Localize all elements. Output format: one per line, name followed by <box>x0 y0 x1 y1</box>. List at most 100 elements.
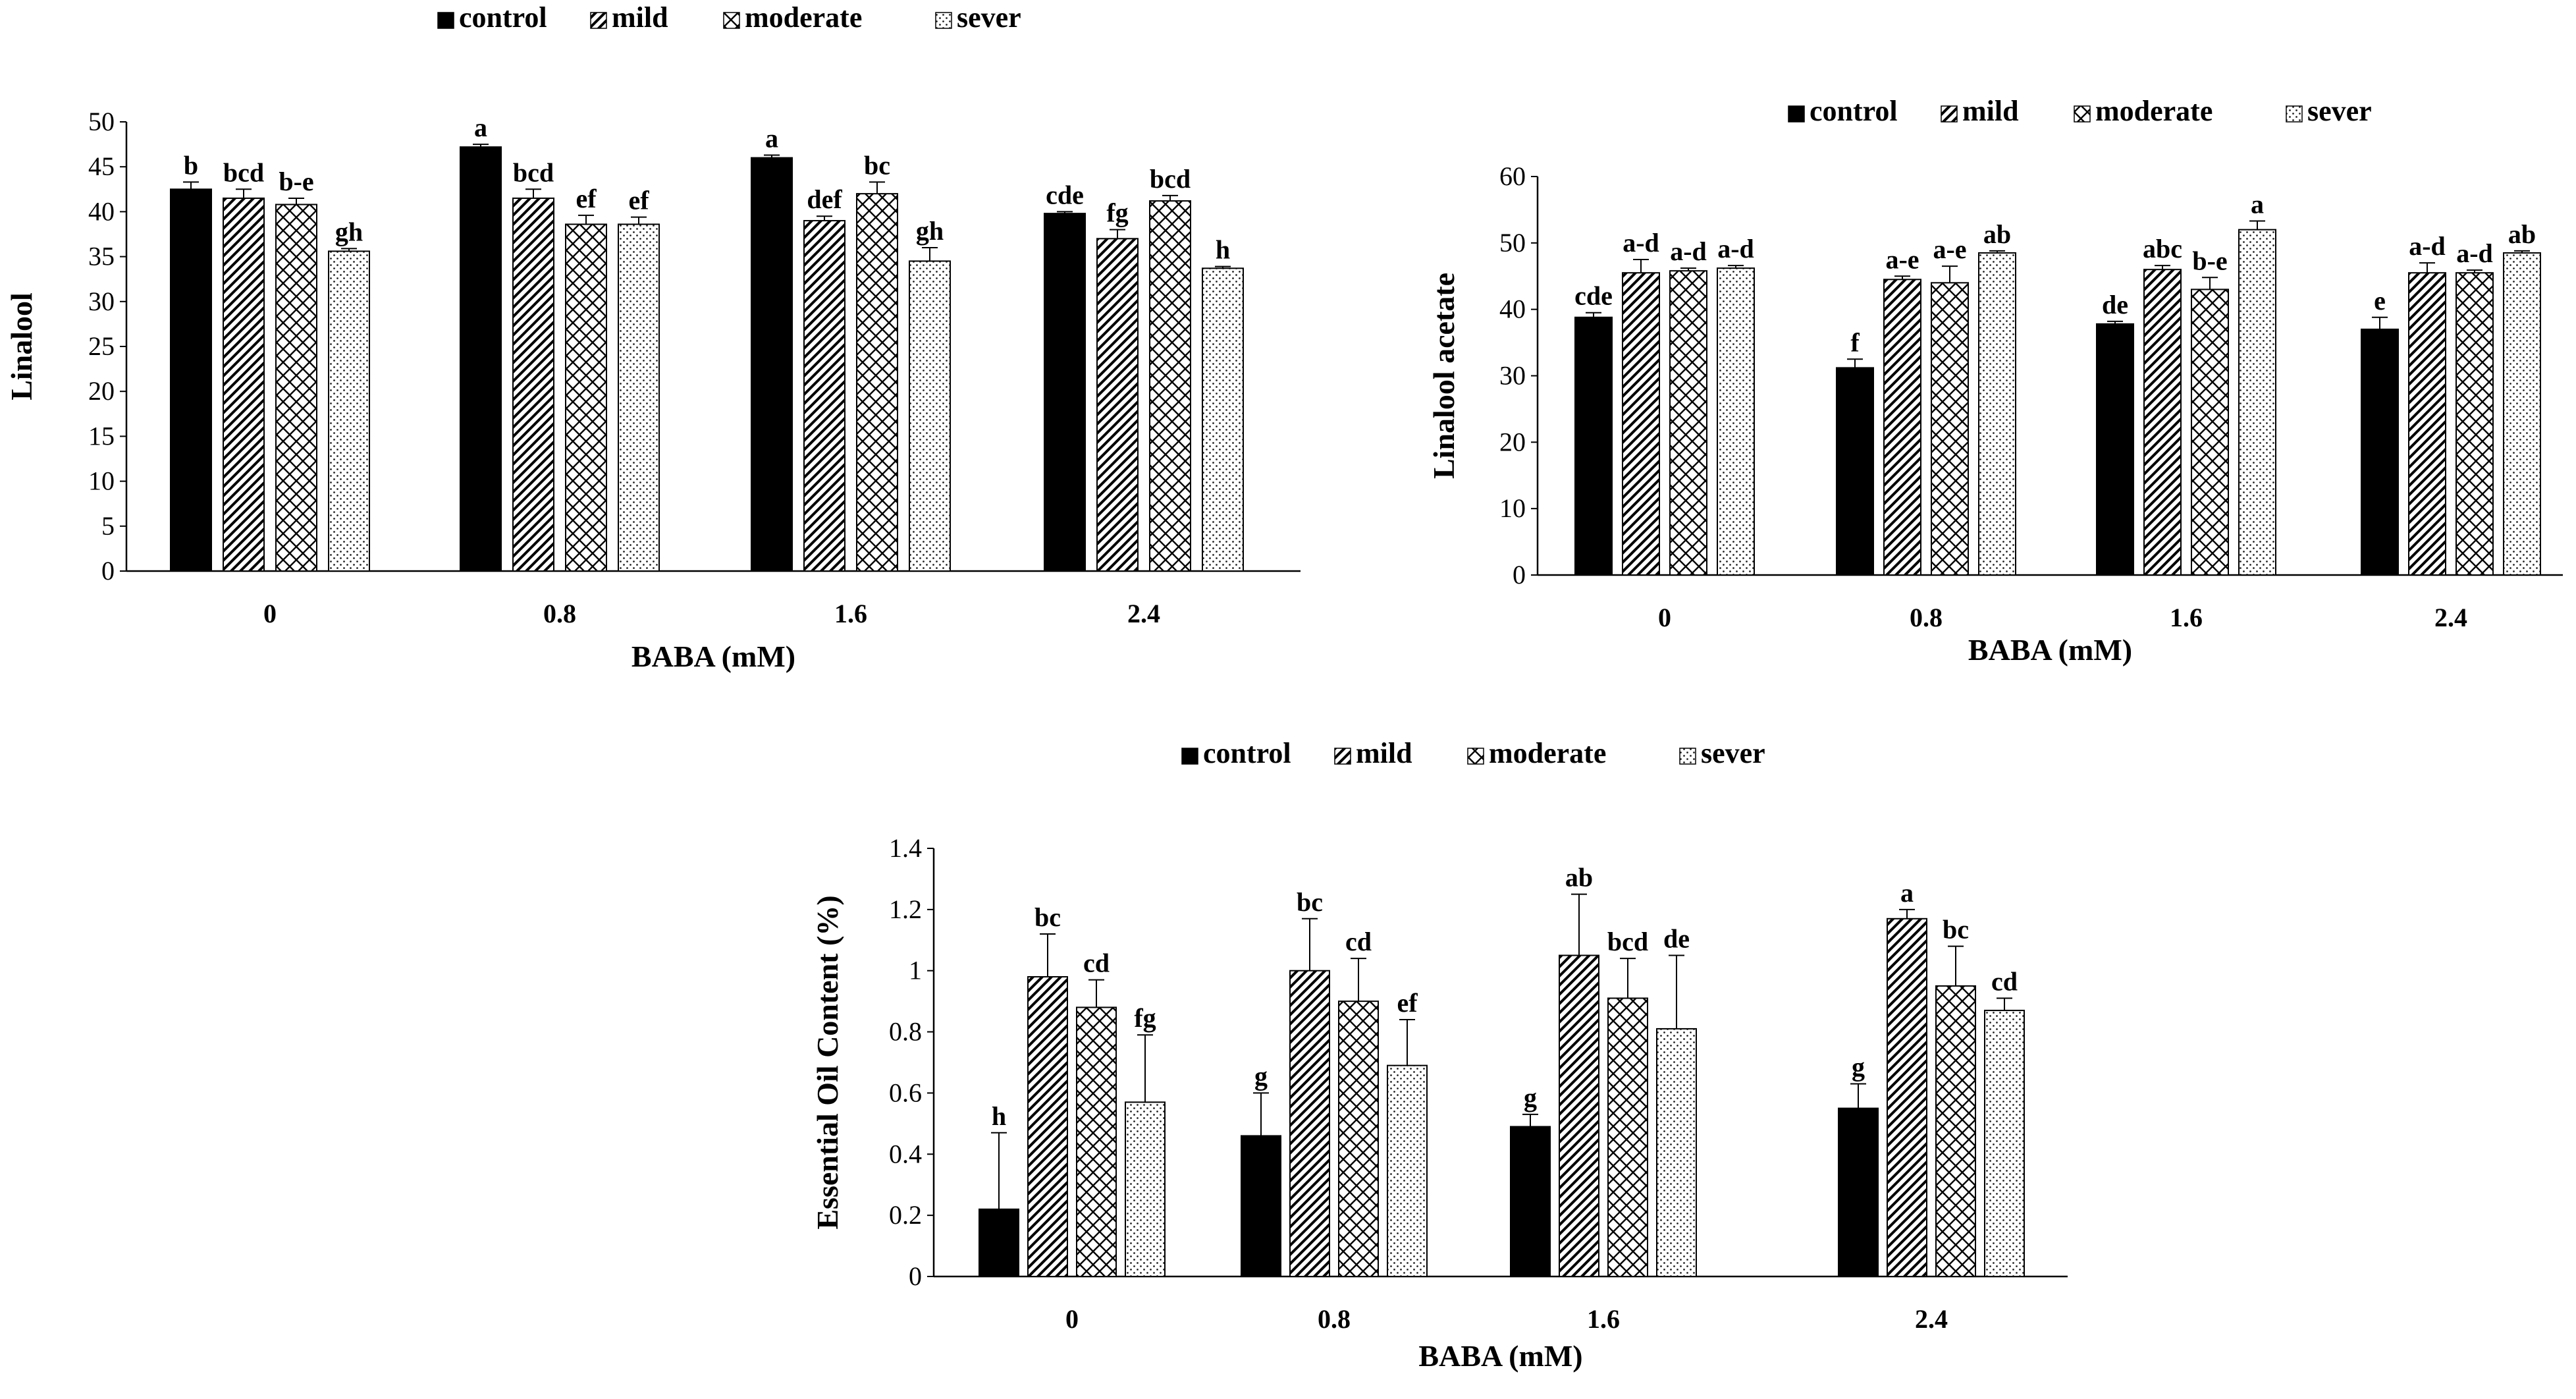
x-tick-label: 0.8 <box>543 599 576 628</box>
y-tick-label: 30 <box>88 287 115 316</box>
bar-control-2.4 <box>1044 213 1086 572</box>
significance-letter: bcd <box>1150 164 1191 194</box>
legend: control mild moderate sever <box>437 1 1021 34</box>
bar-moderate-2.4 <box>1149 200 1191 572</box>
y-axis-title: Essential Oil Content (%) <box>811 895 844 1229</box>
legend-label-mild: mild <box>612 1 668 34</box>
bar-control-0.8 <box>1241 1135 1281 1278</box>
legend-label-control: control <box>459 1 547 34</box>
significance-letter: a <box>1900 878 1914 908</box>
significance-letter: a-e <box>1885 244 1919 274</box>
x-tick-label: 0.8 <box>1910 603 1943 632</box>
bar-mild-2.4 <box>2408 272 2446 576</box>
legend-swatch-control <box>437 12 454 29</box>
x-axis-title: BABA (mM) <box>631 640 795 673</box>
bar-mild-2.4 <box>1887 918 1927 1278</box>
significance-letter: abc <box>2143 234 2182 263</box>
legend-swatch-sever <box>1679 748 1696 765</box>
legend-label-sever: sever <box>957 1 1021 34</box>
legend-label-mild: mild <box>1962 95 2019 127</box>
legend-label-moderate: moderate <box>2095 95 2213 127</box>
bar-mild-0 <box>1027 976 1068 1277</box>
legend-label-sever: sever <box>1701 737 1765 769</box>
x-tick-label: 0.8 <box>1318 1304 1351 1334</box>
chart-3: control mild moderate sever 0 0.2 0.4 0.6 0.8 1 1.… <box>811 737 2068 1373</box>
bar-moderate-0 <box>1076 1006 1117 1278</box>
bar-control-0.8 <box>460 146 502 572</box>
significance-letter: ef <box>576 184 597 213</box>
significance-letter: a <box>765 123 778 153</box>
bar-control-1.6 <box>1510 1126 1551 1277</box>
y-tick-label: 10 <box>88 466 115 496</box>
bar-mild-2.4 <box>1096 238 1139 572</box>
bar-moderate-1.6 <box>1607 997 1648 1277</box>
y-tick-label: 0.8 <box>889 1017 922 1047</box>
legend-swatch-mild <box>1334 748 1351 765</box>
bar-control-2.4 <box>1838 1107 1879 1277</box>
y-tick-label: 0.4 <box>889 1139 922 1168</box>
y-tick-label: 0.6 <box>889 1078 922 1107</box>
legend-swatch-moderate <box>723 12 740 29</box>
bar-sever-1.6 <box>909 260 951 572</box>
legend: control mild moderate sever <box>1181 737 1765 769</box>
bar-sever-2.4 <box>1202 267 1244 572</box>
bar-control-0 <box>979 1208 1019 1278</box>
significance-letter: cd <box>1991 967 2018 997</box>
significance-letter: a-d <box>1623 228 1659 258</box>
bar-sever-0.8 <box>1978 252 2016 576</box>
x-tick-label: 2.4 <box>1915 1304 1948 1334</box>
chart-1: control mild moderate sever 0 5 10 15 20 25 30 35 40… <box>5 1 1301 673</box>
legend-swatch-sever <box>935 12 952 29</box>
significance-letter: cd <box>1083 948 1110 978</box>
bar-moderate-0 <box>1669 270 1707 576</box>
significance-letter: bcd <box>513 157 554 187</box>
significance-letter: f <box>1850 327 1860 357</box>
x-tick-label: 1.6 <box>2170 603 2203 632</box>
significance-letter: def <box>807 184 842 214</box>
bar-sever-1.6 <box>2238 229 2276 576</box>
bar-mild-1.6 <box>803 220 845 572</box>
legend-label-control: control <box>1203 737 1291 769</box>
significance-letter: bcd <box>1607 927 1648 956</box>
y-tick-label: 0.2 <box>889 1200 922 1230</box>
y-tick-label: 35 <box>88 242 115 271</box>
y-tick-label: 20 <box>1499 427 1526 456</box>
x-tick-label: 2.4 <box>2434 603 2467 632</box>
significance-letter: a-d <box>2409 231 2446 261</box>
significance-letter: fg <box>1134 1003 1156 1033</box>
bar-control-1.6 <box>751 157 793 572</box>
significance-letter: a-d <box>1717 234 1754 263</box>
bar-sever-1.6 <box>1656 1028 1697 1278</box>
bar-sever-0 <box>1125 1101 1166 1278</box>
legend-swatch-control <box>1788 105 1805 123</box>
bar-sever-2.4 <box>2503 252 2541 576</box>
y-tick-label: 0 <box>1513 560 1526 590</box>
legend-label-moderate: moderate <box>1489 737 1606 769</box>
significance-letter: cd <box>1345 927 1372 956</box>
bar-sever-0.8 <box>618 223 660 572</box>
significance-letter: de <box>2102 290 2128 319</box>
legend-swatch-sever <box>2286 105 2303 123</box>
y-tick-label: 15 <box>88 421 115 451</box>
bar-moderate-1.6 <box>2191 288 2229 576</box>
bar-moderate-0.8 <box>565 223 607 572</box>
significance-letter: b <box>184 150 198 180</box>
x-tick-label: 0 <box>1065 1304 1079 1334</box>
y-tick-label: 25 <box>88 331 115 361</box>
bar-control-0.8 <box>1836 367 1874 576</box>
y-axis-title: Linalool <box>5 292 38 400</box>
y-tick-label: 40 <box>88 196 115 226</box>
significance-letter: b-e <box>279 167 313 196</box>
bar-control-2.4 <box>2361 328 2399 576</box>
bar-moderate-1.6 <box>856 193 898 572</box>
x-tick-label: 2.4 <box>1127 599 1160 628</box>
significance-letter: h <box>1216 235 1230 265</box>
bar-moderate-2.4 <box>1935 985 1976 1278</box>
y-tick-label: 1.2 <box>889 894 922 924</box>
bar-sever-0 <box>328 250 370 572</box>
y-tick-label: 1 <box>909 956 922 985</box>
significance-letter: de <box>1663 924 1690 954</box>
y-tick-label: 50 <box>1499 228 1526 258</box>
legend-label-sever: sever <box>2307 95 2372 127</box>
significance-letter: a-e <box>1933 234 1966 264</box>
